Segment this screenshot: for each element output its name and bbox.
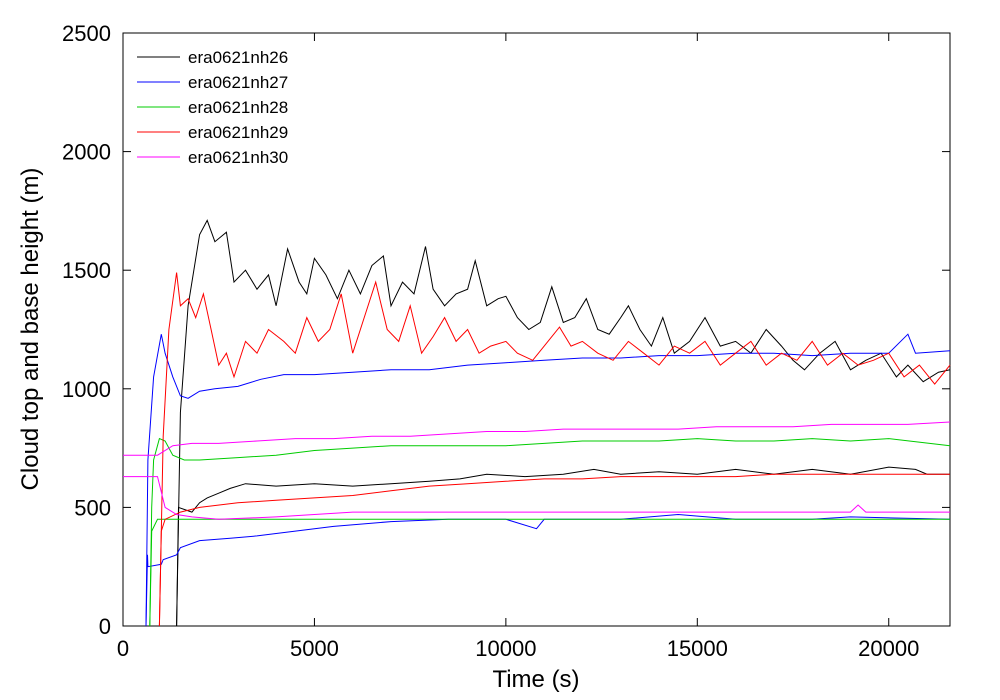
y-tick-label: 2500 (62, 21, 111, 46)
x-tick-label: 15000 (667, 636, 728, 661)
series-line-cloud-top (123, 421, 951, 456)
legend-label: era0621nh30 (188, 148, 288, 167)
y-tick-label: 1000 (62, 377, 111, 402)
axis-ticks: 0 5000 10000 15000 20000 0 500 1000 1500 2000 2500 (62, 21, 950, 661)
legend-label: era0621nh27 (188, 73, 288, 92)
y-tick-label: 1500 (62, 258, 111, 283)
legend-label: era0621nh26 (188, 48, 288, 67)
series-line-cloud-base (176, 466, 950, 627)
legend-item: era0621nh26 (137, 48, 288, 67)
series-era0621nh27 (145, 333, 951, 627)
x-axis-title: Time (s) (492, 666, 579, 693)
series-era0621nh28 (149, 437, 951, 627)
series-line-cloud-top (158, 272, 951, 627)
y-tick-label: 0 (99, 614, 111, 639)
series-line-cloud-base (149, 518, 950, 627)
legend-item: era0621nh29 (137, 123, 288, 142)
series-line-cloud-top (149, 437, 951, 627)
legend-label: era0621nh28 (188, 98, 288, 117)
series-line-cloud-top (176, 219, 951, 627)
y-tick-label: 500 (74, 495, 111, 520)
series-line-cloud-top (145, 333, 951, 627)
plot-area-frame (122, 32, 951, 627)
series-era0621nh29 (158, 272, 951, 627)
series-line-cloud-base (123, 476, 950, 520)
x-tick-label: 5000 (290, 636, 339, 661)
x-tick-label: 10000 (475, 636, 536, 661)
x-tick-label: 0 (117, 636, 129, 661)
y-axis-title: Cloud top and base height (m) (17, 168, 44, 491)
series-era0621nh26 (176, 219, 951, 627)
y-tick-label: 2000 (62, 140, 111, 165)
legend-item: era0621nh27 (137, 73, 288, 92)
series-era0621nh30 (123, 421, 951, 520)
legend-item: era0621nh30 (137, 148, 288, 167)
legend-item: era0621nh28 (137, 98, 288, 117)
series-layer (123, 219, 951, 627)
legend: era0621nh26 era0621nh27 era0621nh28 era0621… (137, 48, 288, 167)
legend-label: era0621nh29 (188, 123, 288, 142)
series-line-cloud-base (158, 473, 950, 627)
x-tick-label: 20000 (858, 636, 919, 661)
series-line-cloud-base (145, 513, 951, 627)
